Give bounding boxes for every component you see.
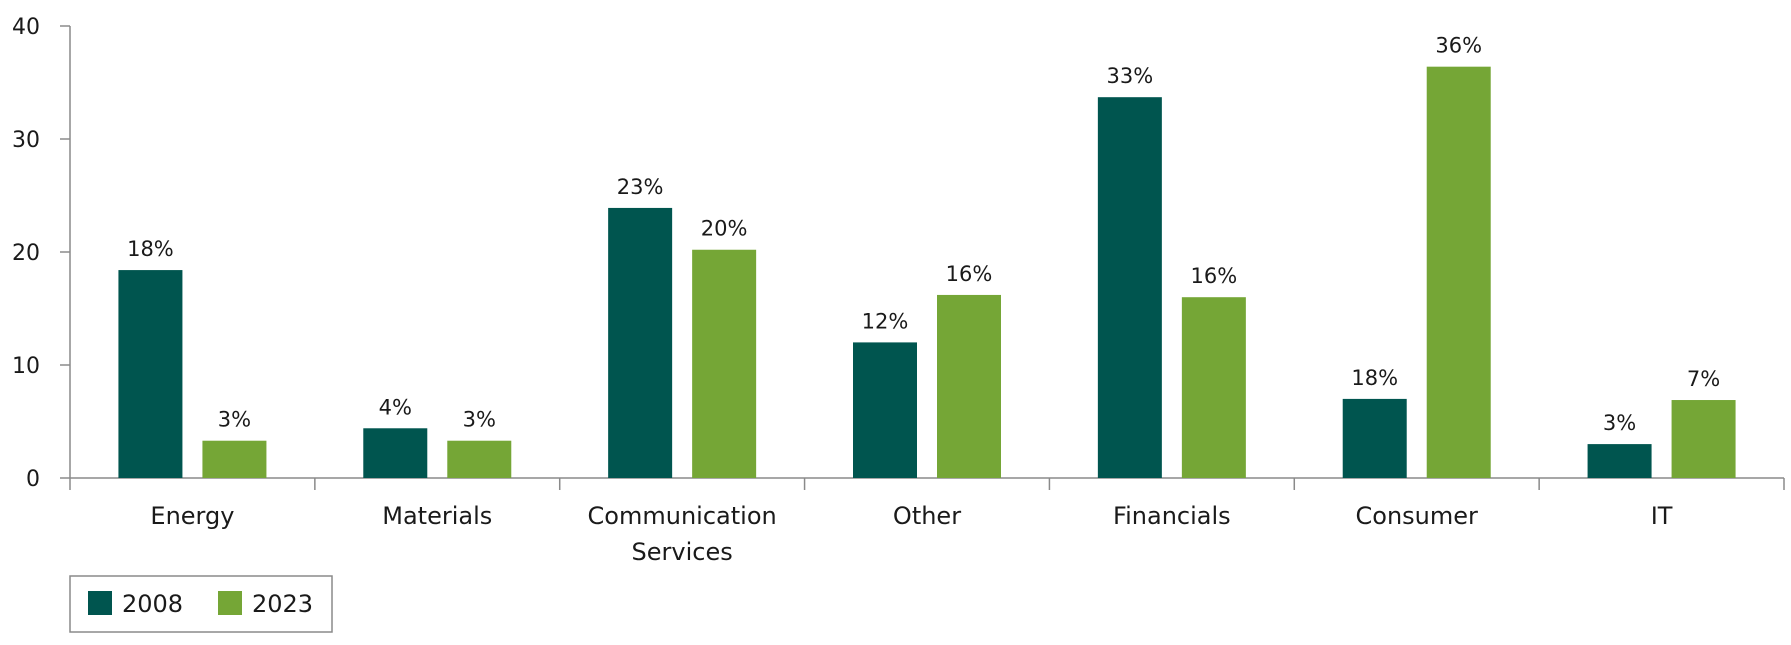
bar-2008-financials [1097, 97, 1162, 478]
legend-box [69, 575, 333, 633]
data-label: 12% [862, 309, 909, 333]
bar-2008-consumer [1342, 398, 1407, 478]
bar-2023-other [937, 294, 1001, 478]
data-label: 18% [1351, 366, 1398, 390]
legend-swatch-2023 [218, 591, 242, 615]
data-label: 36% [1435, 34, 1482, 58]
data-label: 7% [1687, 367, 1720, 391]
legend-label: 2008 [122, 590, 183, 618]
bar-2023-communication-services [692, 249, 757, 478]
y-tick-label: 40 [12, 15, 40, 40]
x-category-label: Financials [1113, 502, 1231, 530]
data-label: 4% [379, 395, 412, 419]
bar-2008-materials [363, 428, 428, 478]
bar-2008-communication-services [608, 207, 673, 478]
x-category-label: Consumer [1356, 502, 1479, 530]
x-category-label: IT [1651, 502, 1673, 530]
y-tick-label: 20 [12, 241, 40, 266]
data-label: 3% [463, 408, 496, 432]
data-label: 33% [1107, 64, 1154, 88]
data-label: 3% [218, 408, 251, 432]
legend-swatch-2008 [88, 591, 112, 615]
data-label: 23% [617, 175, 664, 199]
y-tick-label: 0 [26, 467, 40, 492]
bar-2008-energy [118, 270, 183, 478]
bar-2023-materials [447, 440, 512, 478]
legend-label: 2023 [252, 590, 313, 618]
bar-2023-energy [202, 440, 267, 478]
y-tick-label: 10 [12, 354, 40, 379]
bar-2023-financials [1181, 297, 1246, 478]
x-category-label: Communication [588, 502, 777, 530]
data-label: 18% [127, 237, 174, 261]
data-label: 16% [1191, 264, 1238, 288]
x-category-label: Services [632, 538, 733, 566]
x-category-label: Energy [150, 502, 234, 530]
data-label: 3% [1603, 411, 1636, 435]
bar-2023-it [1671, 400, 1736, 478]
bar-2023-consumer [1426, 66, 1491, 479]
x-category-label: Other [893, 502, 961, 530]
bar-2008-other [853, 342, 917, 478]
bar-2008-it [1587, 444, 1652, 478]
data-label: 20% [701, 217, 748, 241]
y-tick-label: 30 [12, 128, 40, 153]
data-label: 16% [946, 262, 993, 286]
x-category-label: Materials [382, 502, 492, 530]
